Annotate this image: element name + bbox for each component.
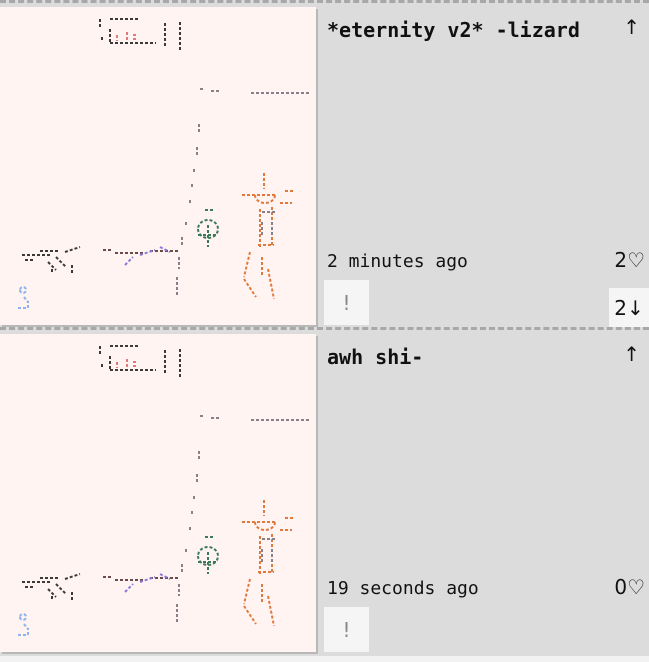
like-button[interactable]: 2♡: [614, 248, 645, 272]
orange-body: [261, 211, 276, 237]
lizard: [22, 246, 81, 273]
upvote-arrow-icon[interactable]: ↑: [623, 15, 640, 39]
sign-box: [99, 345, 181, 377]
pole: [176, 88, 311, 297]
blue-mark: [18, 286, 29, 309]
post-timestamp: 2 minutes ago: [327, 251, 468, 272]
blue-mark: [18, 613, 29, 636]
drawing-thumbnail[interactable]: [0, 334, 316, 652]
replies-button[interactable]: 2↓: [609, 288, 649, 328]
drawing-canvas: [18, 345, 311, 636]
lizard: [22, 573, 81, 600]
sign-box: [99, 18, 181, 50]
report-button[interactable]: !: [324, 607, 369, 652]
post-timestamp: 19 seconds ago: [327, 578, 479, 599]
post-title: awh shi-: [327, 345, 424, 369]
green-figure: [197, 536, 220, 574]
sign-text: [116, 359, 138, 369]
drawing-canvas: [18, 18, 311, 309]
post-card: *eternity v2* -lizard ↑ 2 minutes ago 2♡…: [0, 0, 649, 329]
orange-figure: [242, 500, 293, 627]
report-button[interactable]: !: [324, 280, 369, 325]
post-card: awh shi- ↑ 19 seconds ago 0♡ !: [0, 327, 649, 656]
sign-text: [116, 32, 138, 42]
stick: [103, 576, 180, 581]
pole: [176, 415, 311, 624]
stick-blue: [124, 573, 171, 593]
upvote-arrow-icon[interactable]: ↑: [623, 342, 640, 366]
stick-blue: [124, 246, 171, 266]
orange-body: [261, 538, 276, 564]
post-title: *eternity v2* -lizard: [327, 18, 580, 42]
green-figure: [197, 209, 220, 247]
orange-figure: [242, 173, 293, 300]
like-button[interactable]: 0♡: [614, 575, 645, 599]
drawing-thumbnail[interactable]: [0, 7, 316, 325]
stick: [103, 249, 180, 254]
